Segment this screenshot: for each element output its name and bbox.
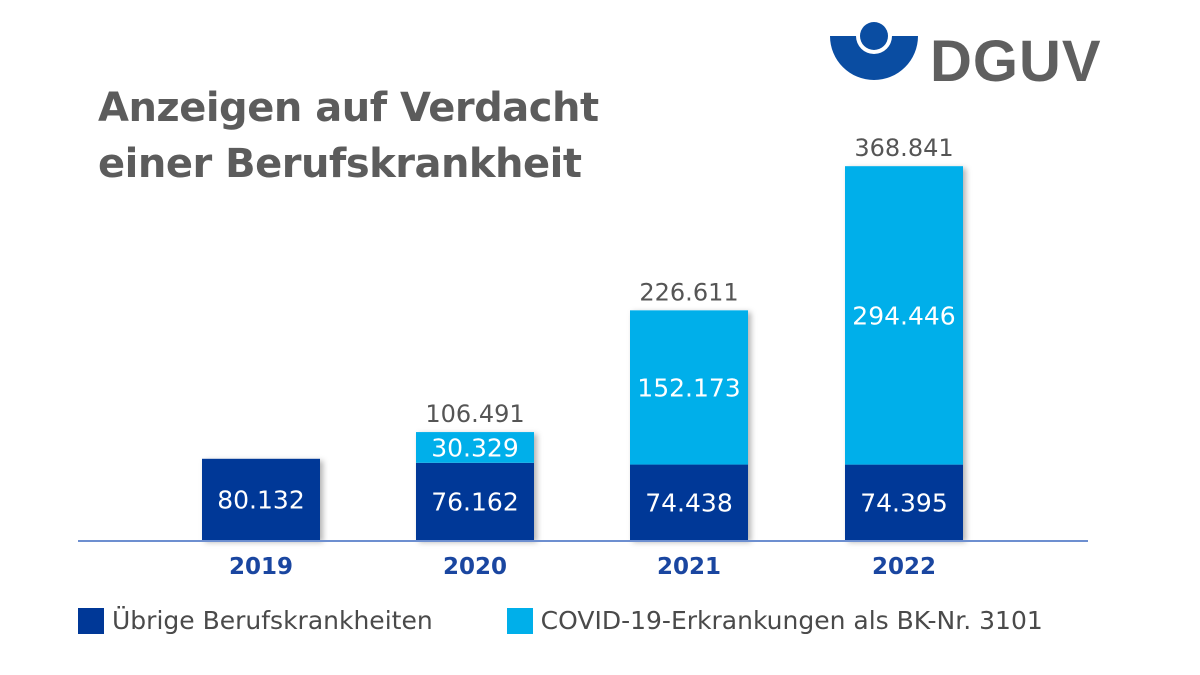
- dguv-logo: DGUV: [828, 22, 1101, 94]
- legend-label: COVID-19-Erkrankungen als BK-Nr. 3101: [540, 606, 1043, 635]
- data-label-covid: 294.446: [852, 301, 955, 330]
- legend-label: Übrige Berufskrankheiten: [112, 606, 433, 635]
- logo-text: DGUV: [930, 29, 1102, 94]
- x-tick-label: 2020: [443, 554, 507, 580]
- data-label-covid: 152.173: [637, 373, 740, 402]
- total-label: 368.841: [854, 134, 953, 162]
- x-tick-label: 2022: [872, 554, 936, 580]
- legend-item-covid: COVID-19-Erkrankungen als BK-Nr. 3101: [506, 606, 1043, 635]
- bar-covid-2020: [416, 432, 534, 463]
- legend: Übrige Berufskrankheiten COVID-19-Erkran…: [78, 606, 1043, 635]
- data-label-covid: 30.329: [431, 433, 518, 462]
- total-label: 226.611: [639, 278, 738, 306]
- chart-title: Anzeigen auf Verdacht einer Berufskrankh…: [98, 80, 599, 192]
- bar-other-2021: [630, 464, 748, 540]
- data-label-other: 74.438: [645, 488, 732, 517]
- bar-other-2022: [845, 464, 963, 540]
- data-label-other: 74.395: [860, 488, 947, 517]
- bar-covid-2022: [845, 166, 963, 465]
- legend-swatch-light: [506, 607, 533, 634]
- bar-other-2020: [416, 462, 534, 540]
- title-line-2: einer Berufskrankheit: [98, 141, 582, 187]
- bar-other-2019: [202, 458, 320, 540]
- dguv-logo-icon: [830, 22, 918, 80]
- x-tick-label: 2021: [657, 554, 721, 580]
- legend-item-other: Übrige Berufskrankheiten: [78, 606, 433, 635]
- data-label-other: 76.162: [431, 487, 518, 516]
- total-label: 106.491: [425, 400, 524, 428]
- bar-covid-2021: [630, 310, 748, 465]
- x-tick-label: 2019: [229, 554, 293, 580]
- title-line-1: Anzeigen auf Verdacht: [98, 85, 599, 131]
- data-label-other: 80.132: [217, 485, 304, 514]
- legend-swatch-dark: [78, 607, 104, 634]
